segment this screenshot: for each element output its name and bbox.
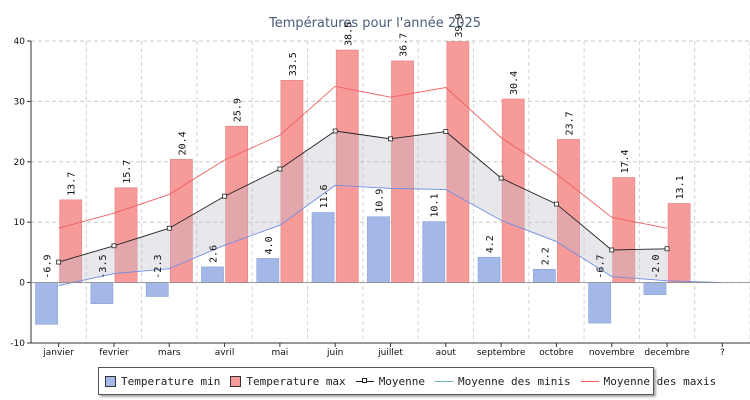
point-moyenne bbox=[222, 193, 227, 199]
legend-label-moyenne-minis: Moyenne des minis bbox=[458, 374, 571, 388]
x-tick-label: juillet bbox=[377, 348, 403, 358]
point-moyenne bbox=[388, 136, 393, 142]
data-label: 4.2 bbox=[485, 235, 496, 253]
y-tick-label: 30 bbox=[14, 97, 26, 107]
legend-item-temp-max: Temperature max bbox=[230, 374, 346, 388]
bar-temp-min bbox=[311, 212, 335, 283]
y-tick-label: -10 bbox=[10, 339, 25, 349]
x-tick-label: janvier bbox=[42, 348, 74, 358]
x-tick-label: septembre bbox=[477, 348, 526, 358]
line-moyenne-des-maxis bbox=[58, 85, 668, 229]
line-moyenne-des-minis bbox=[58, 184, 723, 287]
x-tick-label: aout bbox=[436, 348, 457, 358]
data-label: 36.7 bbox=[399, 33, 410, 57]
data-label: 23.7 bbox=[564, 111, 575, 135]
y-tick-label: 40 bbox=[14, 37, 26, 47]
legend-item-temp-min: Temperature min bbox=[105, 375, 220, 388]
x-tick-label: decembre bbox=[644, 348, 690, 358]
legend-swatch-moyenne-maxis bbox=[580, 376, 599, 386]
point-moyenne bbox=[498, 175, 504, 181]
data-label: 25.9 bbox=[233, 98, 244, 122]
point-moyenne bbox=[664, 246, 670, 252]
bar-temp-min bbox=[532, 269, 556, 283]
band-moyenne bbox=[58, 130, 668, 286]
data-label: -2.0 bbox=[651, 255, 662, 279]
legend-label-temp-min: Temperature min bbox=[121, 374, 221, 388]
bar-temp-min bbox=[256, 258, 280, 283]
legend-swatch-temp-min bbox=[105, 375, 116, 387]
point-moyenne bbox=[332, 128, 338, 134]
x-tick-label: ? bbox=[720, 348, 725, 358]
legend-item-moyenne-maxis: Moyenne des maxis bbox=[580, 374, 717, 388]
data-label: -2.3 bbox=[153, 255, 164, 279]
bar-temp-min bbox=[477, 256, 501, 283]
legend-label-moyenne-maxis: Moyenne des maxis bbox=[603, 374, 717, 388]
x-tick-label: novembre bbox=[589, 348, 635, 358]
y-tick-label: 10 bbox=[14, 218, 26, 228]
legend-item-moyenne: Moyenne bbox=[355, 374, 426, 388]
point-moyenne bbox=[609, 247, 615, 253]
point-moyenne bbox=[166, 225, 172, 231]
x-tick-label: avril bbox=[215, 348, 235, 358]
bar-temp-min bbox=[201, 266, 224, 283]
data-label: 20.4 bbox=[177, 131, 188, 155]
bar-temp-min bbox=[422, 221, 446, 283]
data-label: 4.0 bbox=[264, 236, 275, 254]
bar-temp-max bbox=[667, 203, 691, 283]
data-label: 13.1 bbox=[675, 175, 686, 199]
data-label: 30.4 bbox=[509, 71, 520, 95]
data-label: 15.7 bbox=[122, 160, 133, 184]
y-tick-label: 0 bbox=[19, 279, 25, 289]
bar-temp-min bbox=[35, 282, 58, 325]
data-label: 39.9 bbox=[454, 14, 465, 38]
legend-swatch-temp-max bbox=[230, 375, 242, 387]
x-tick-label: fevrier bbox=[99, 348, 129, 358]
bar-temp-min bbox=[588, 282, 612, 324]
data-label: 38.5 bbox=[343, 22, 354, 46]
point-moyenne bbox=[443, 129, 449, 135]
data-label: 2.2 bbox=[540, 247, 551, 265]
data-label: -3.5 bbox=[98, 255, 109, 279]
legend-label-temp-max: Temperature max bbox=[246, 374, 346, 388]
bar-temp-min bbox=[367, 216, 390, 283]
chart-legend: Temperature min Temperature max Moyenne … bbox=[98, 367, 716, 395]
data-label: 17.4 bbox=[620, 149, 631, 173]
bar-temp-min bbox=[90, 282, 114, 305]
data-label: 2.6 bbox=[209, 245, 220, 263]
legend-swatch-moyenne-minis bbox=[435, 376, 454, 386]
data-label: 10.9 bbox=[374, 189, 385, 213]
point-moyenne bbox=[277, 166, 283, 172]
y-tick-label: 20 bbox=[14, 158, 26, 168]
data-label: -6.7 bbox=[596, 255, 607, 279]
legend-item-moyenne-minis: Moyenne des minis bbox=[435, 375, 571, 388]
data-label: 13.7 bbox=[67, 172, 78, 196]
point-moyenne bbox=[554, 201, 559, 207]
data-label: -6.9 bbox=[43, 255, 54, 279]
line-moyenne bbox=[58, 130, 668, 263]
point-moyenne bbox=[111, 243, 117, 249]
x-tick-label: juin bbox=[326, 348, 343, 358]
legend-label-moyenne: Moyenne bbox=[378, 374, 426, 388]
chart-title: Températures pour l'année 2025 bbox=[268, 16, 482, 31]
point-moyenne bbox=[56, 259, 62, 265]
legend-swatch-moyenne bbox=[355, 376, 374, 386]
bar-temp-min bbox=[643, 282, 667, 295]
data-label: 11.6 bbox=[319, 184, 330, 208]
x-tick-label: octobre bbox=[539, 348, 574, 358]
bar-temp-min bbox=[145, 282, 169, 297]
x-tick-label: mars bbox=[158, 348, 181, 358]
x-tick-label: mai bbox=[271, 348, 288, 358]
data-label: 33.5 bbox=[288, 52, 299, 76]
data-label: 10.1 bbox=[430, 194, 441, 218]
